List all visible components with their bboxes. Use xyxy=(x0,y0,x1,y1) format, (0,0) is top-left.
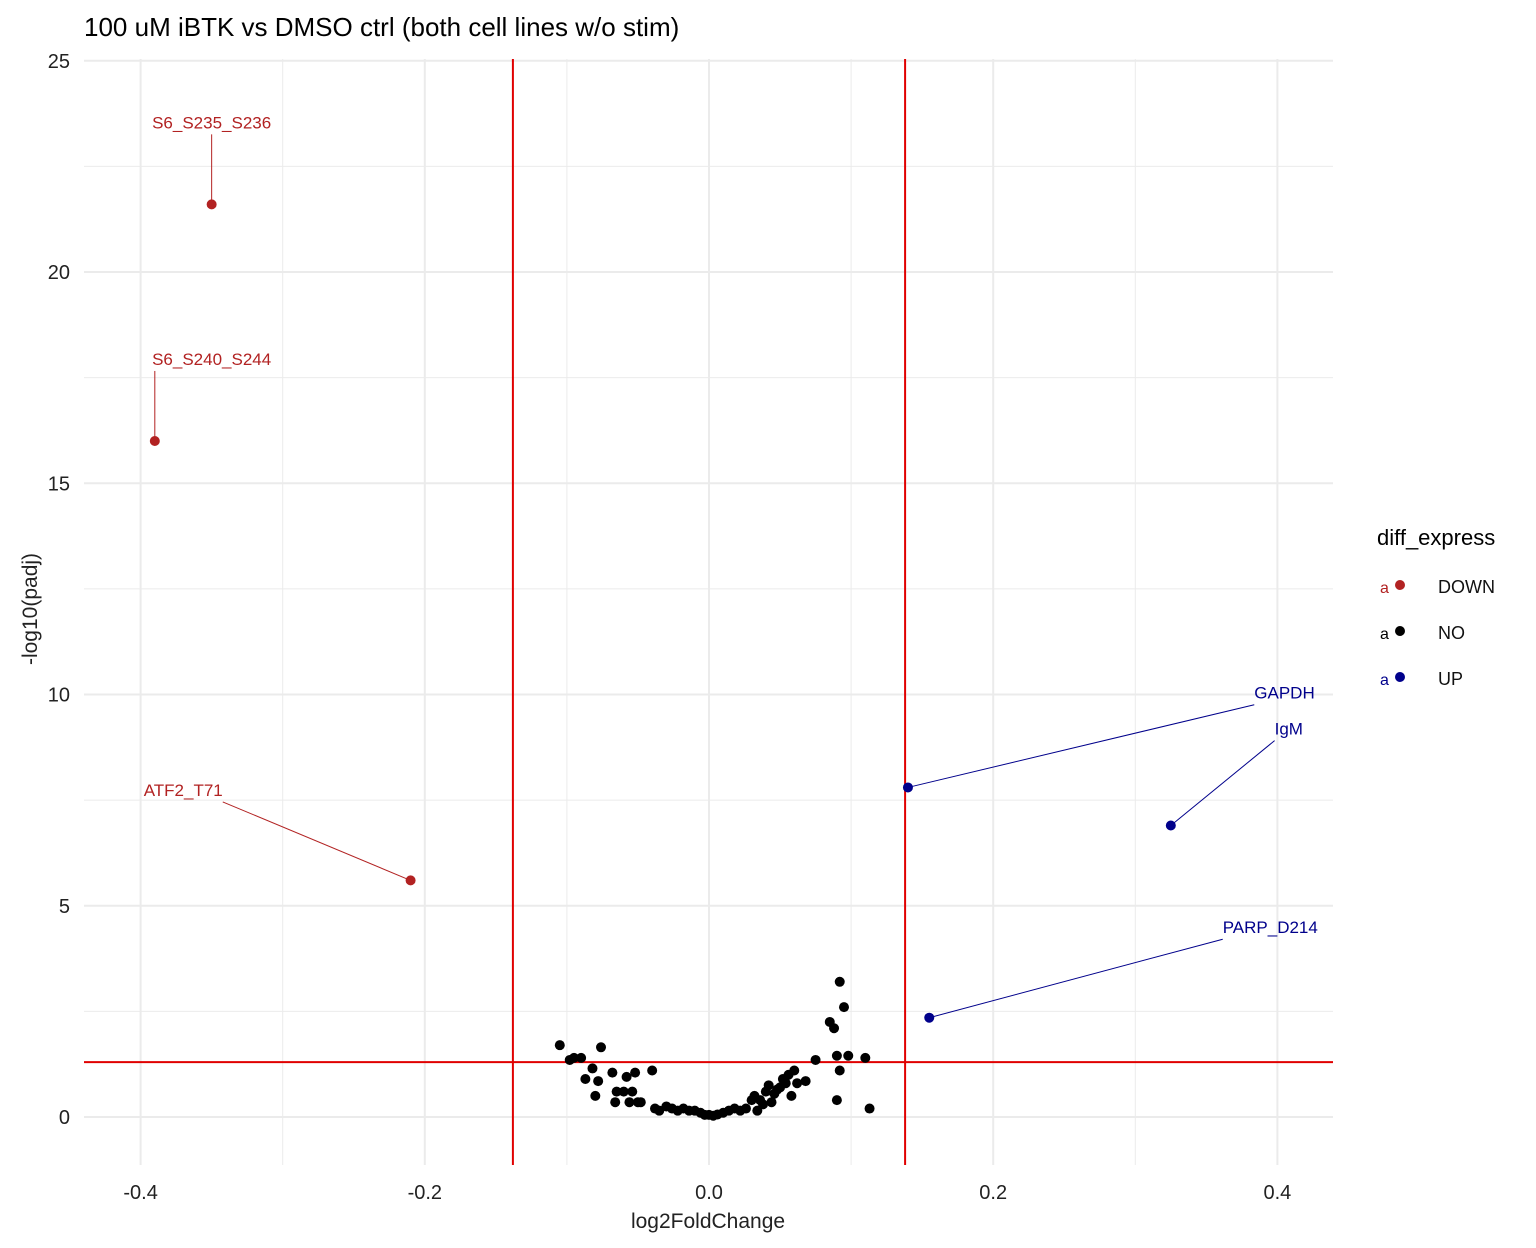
point-no xyxy=(810,1054,821,1065)
point-no xyxy=(593,1076,604,1087)
point-no xyxy=(740,1103,751,1114)
point-no xyxy=(786,1090,797,1101)
legend-key-glyph: a xyxy=(1380,626,1389,643)
y-axis-title: -log10(padj) xyxy=(19,553,42,665)
legend-key-glyph: a xyxy=(1380,672,1389,689)
label-connectors xyxy=(154,134,1275,1019)
legend-label: NO xyxy=(1438,623,1465,643)
point-no xyxy=(580,1073,591,1084)
label-connector xyxy=(1170,740,1275,826)
x-tick-label: -0.4 xyxy=(123,1182,157,1204)
point-down xyxy=(405,875,416,886)
point-no xyxy=(587,1063,598,1074)
point-down xyxy=(149,436,160,446)
x-tick-label: 0.2 xyxy=(979,1182,1007,1204)
point-no xyxy=(618,1086,629,1097)
point-label: S6_S240_S244 xyxy=(152,350,271,369)
label-connector xyxy=(907,704,1255,788)
data-points xyxy=(149,199,1176,1121)
y-tick-label: 10 xyxy=(48,685,70,707)
point-no xyxy=(834,976,845,987)
point-no xyxy=(621,1071,632,1082)
y-tick-label: 0 xyxy=(59,1107,70,1129)
y-tick-label: 5 xyxy=(59,896,70,918)
point-no xyxy=(780,1078,791,1089)
point-no xyxy=(627,1086,638,1097)
point-no xyxy=(763,1080,774,1091)
point-label: PARP_D214 xyxy=(1223,918,1318,937)
point-no xyxy=(800,1076,811,1087)
legend-label: UP xyxy=(1438,669,1463,689)
point-no xyxy=(757,1099,768,1110)
point-no xyxy=(611,1086,622,1097)
x-axis-title: log2FoldChange xyxy=(631,1210,785,1233)
point-label: ATF2_T71 xyxy=(144,781,223,800)
point-no xyxy=(576,1052,587,1063)
point-no xyxy=(860,1052,871,1063)
point-no xyxy=(829,1023,840,1034)
point-no xyxy=(792,1078,803,1089)
point-up xyxy=(924,1012,935,1023)
legend-key-point xyxy=(1395,580,1405,590)
point-no xyxy=(554,1040,565,1051)
legend-title: diff_express xyxy=(1377,525,1495,550)
legend-key-point xyxy=(1395,672,1405,682)
point-up xyxy=(1165,820,1176,831)
legend-label: DOWN xyxy=(1438,577,1495,597)
point-no xyxy=(630,1067,641,1078)
label-connector xyxy=(222,801,411,881)
threshold-lines xyxy=(84,59,1333,1165)
point-no xyxy=(834,1065,845,1076)
point-no xyxy=(789,1065,800,1076)
point-labels: S6_S235_S236 S6_S240_S244 ATF2_T71 GAPDH IgM… xyxy=(144,113,1318,937)
point-down xyxy=(206,199,217,210)
y-tick-label: 25 xyxy=(48,51,70,73)
point-label: GAPDH xyxy=(1254,684,1314,703)
point-no xyxy=(864,1103,875,1114)
point-no xyxy=(596,1042,607,1053)
legend-key-glyph: a xyxy=(1380,580,1389,597)
chart-title: 100 uM iBTK vs DMSO ctrl (both cell line… xyxy=(84,12,679,42)
point-no xyxy=(647,1065,658,1076)
point-no xyxy=(838,1002,849,1013)
x-tick-label: 0.0 xyxy=(695,1182,723,1204)
point-no xyxy=(766,1097,777,1108)
y-tick-label: 15 xyxy=(48,473,70,495)
y-tick-label: 20 xyxy=(48,262,70,284)
x-axis-ticks: -0.4 -0.2 0.0 0.2 0.4 xyxy=(123,1182,1291,1204)
x-tick-label: -0.2 xyxy=(408,1182,442,1204)
point-no xyxy=(843,1050,854,1061)
y-axis-ticks: 0 5 10 15 20 25 xyxy=(48,51,70,1129)
point-no xyxy=(610,1097,621,1108)
point-no xyxy=(831,1095,842,1106)
label-connector xyxy=(929,938,1223,1019)
x-tick-label: 0.4 xyxy=(1263,1182,1291,1204)
point-up xyxy=(902,782,913,793)
point-label: IgM xyxy=(1275,720,1303,739)
point-no xyxy=(624,1097,635,1108)
grid xyxy=(84,59,1333,1165)
point-no xyxy=(569,1052,580,1063)
point-label: S6_S235_S236 xyxy=(152,113,271,132)
point-no xyxy=(831,1050,842,1061)
legend: a DOWN a NO a UP xyxy=(1380,577,1495,689)
point-no xyxy=(590,1090,601,1101)
point-no xyxy=(635,1097,646,1108)
point-no xyxy=(607,1067,618,1078)
legend-key-point xyxy=(1395,626,1405,636)
